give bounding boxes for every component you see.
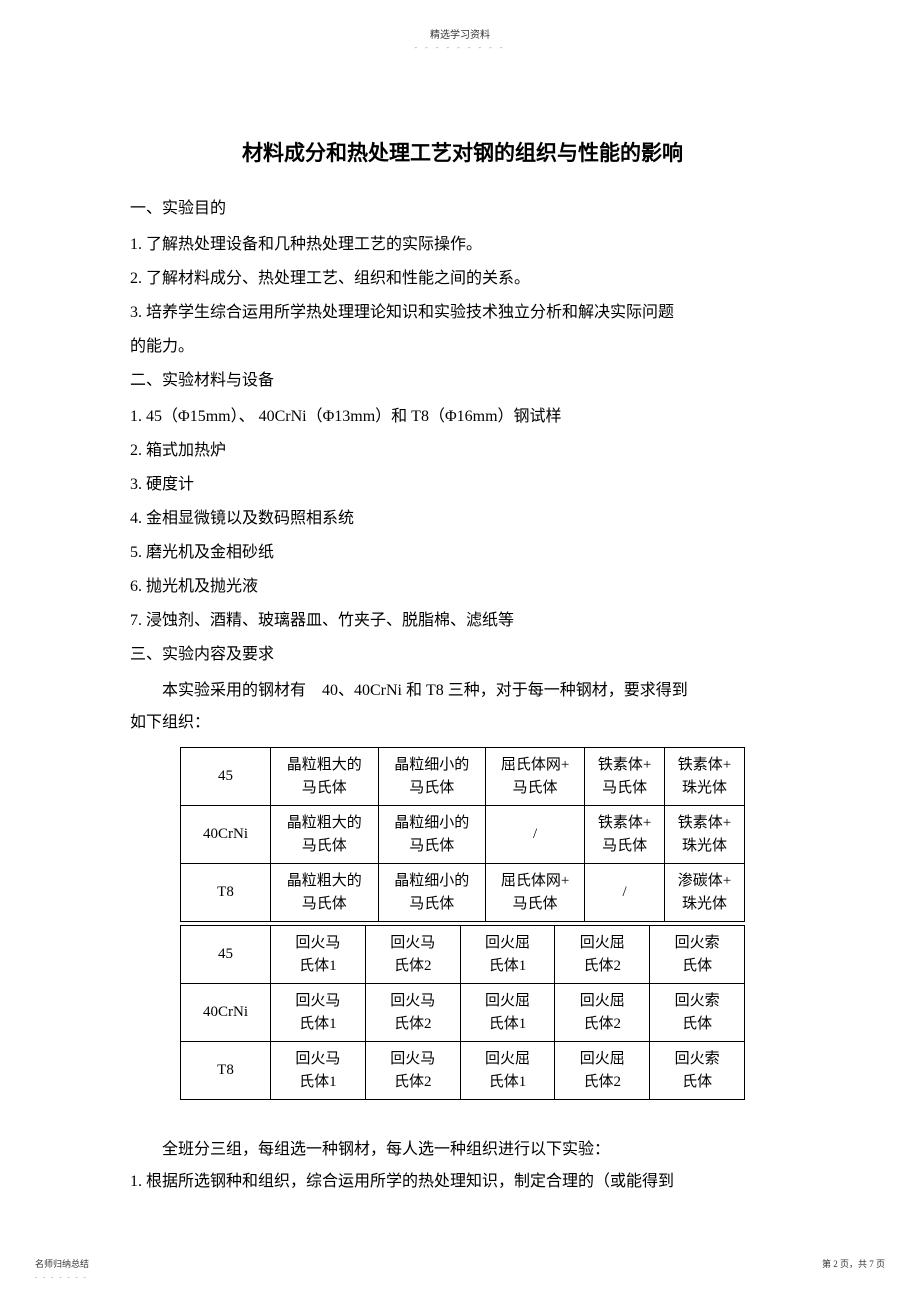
section2-p2: 2. 箱式加热炉	[130, 435, 795, 467]
cell-structure: 屈氏体网+马氏体	[486, 864, 585, 922]
cell-structure: 铁素体+马氏体	[585, 806, 665, 864]
cell-structure: 屈氏体网+马氏体	[486, 748, 585, 806]
cell-structure: 晶粒细小的马氏体	[378, 864, 486, 922]
header-decoration: - - - - - - - - -	[0, 43, 920, 52]
cell-structure: 回火屈氏体1	[460, 1042, 555, 1100]
cell-structure: 回火屈氏体2	[555, 1042, 650, 1100]
table-row: 45 晶粒粗大的马氏体 晶粒细小的马氏体 屈氏体网+马氏体 铁素体+马氏体 铁素…	[181, 748, 745, 806]
document-title: 材料成分和热处理工艺对钢的组织与性能的影响	[130, 137, 795, 167]
cell-structure: 回火马氏体1	[271, 984, 366, 1042]
cell-structure: 回火屈氏体1	[460, 926, 555, 984]
page-footer: 名师归纳总结 第 2 页，共 7 页	[0, 1257, 920, 1270]
cell-material: 40CrNi	[181, 984, 271, 1042]
cell-structure: 回火屈氏体2	[555, 926, 650, 984]
cell-structure: 回火索氏体	[650, 926, 745, 984]
table-microstructure-2: 45 回火马氏体1 回火马氏体2 回火屈氏体1 回火屈氏体2 回火索氏体 40C…	[180, 925, 745, 1100]
table-microstructure-1: 45 晶粒粗大的马氏体 晶粒细小的马氏体 屈氏体网+马氏体 铁素体+马氏体 铁素…	[180, 747, 745, 922]
section2-p4: 4. 金相显微镜以及数码照相系统	[130, 503, 795, 535]
header-text: 精选学习资料	[430, 30, 490, 41]
footer-right: 第 2 页，共 7 页	[822, 1257, 885, 1270]
section1-heading: 一、实验目的	[130, 193, 795, 225]
table-row: 40CrNi 晶粒粗大的马氏体 晶粒细小的马氏体 / 铁素体+马氏体 铁素体+珠…	[181, 806, 745, 864]
cell-structure: /	[585, 864, 665, 922]
section4-p2: 1. 根据所选钢种和组织，综合运用所学的热处理知识，制定合理的（或能得到	[130, 1166, 795, 1198]
cell-structure: 铁素体+珠光体	[665, 748, 745, 806]
section3-heading: 三、实验内容及要求	[130, 639, 795, 671]
cell-material: T8	[181, 1042, 271, 1100]
tables-container: 45 晶粒粗大的马氏体 晶粒细小的马氏体 屈氏体网+马氏体 铁素体+马氏体 铁素…	[180, 747, 745, 1100]
section4-p1: 全班分三组，每组选一种钢材，每人选一种组织进行以下实验：	[130, 1134, 795, 1166]
cell-structure: 晶粒粗大的马氏体	[271, 864, 379, 922]
section3-p1b: 如下组织：	[130, 707, 795, 739]
cell-structure: 回火屈氏体2	[555, 984, 650, 1042]
table-row: 45 回火马氏体1 回火马氏体2 回火屈氏体1 回火屈氏体2 回火索氏体	[181, 926, 745, 984]
section1-p2: 2. 了解材料成分、热处理工艺、组织和性能之间的关系。	[130, 263, 795, 295]
cell-material: 45	[181, 748, 271, 806]
cell-structure: 回火马氏体2	[365, 984, 460, 1042]
page-header: 精选学习资料	[0, 0, 920, 41]
section3-p1: 本实验采用的钢材有 40、40CrNi 和 T8 三种，对于每一种钢材，要求得到	[130, 675, 795, 707]
section1-p3: 3. 培养学生综合运用所学热处理理论知识和实验技术独立分析和解决实际问题	[130, 297, 795, 329]
content-area: 材料成分和热处理工艺对钢的组织与性能的影响 一、实验目的 1. 了解热处理设备和…	[0, 137, 920, 1198]
cell-structure: 回火马氏体1	[271, 1042, 366, 1100]
table-row: T8 晶粒粗大的马氏体 晶粒细小的马氏体 屈氏体网+马氏体 / 渗碳体+珠光体	[181, 864, 745, 922]
section2-p1: 1. 45（Φ15mm）、 40CrNi（Φ13mm）和 T8（Φ16mm）钢试…	[130, 401, 795, 433]
cell-material: 45	[181, 926, 271, 984]
table-row: 40CrNi 回火马氏体1 回火马氏体2 回火屈氏体1 回火屈氏体2 回火索氏体	[181, 984, 745, 1042]
section1-p3b: 的能力。	[130, 331, 795, 363]
section2-heading: 二、实验材料与设备	[130, 365, 795, 397]
cell-structure: 回火索氏体	[650, 1042, 745, 1100]
cell-material: T8	[181, 864, 271, 922]
table-row: T8 回火马氏体1 回火马氏体2 回火屈氏体1 回火屈氏体2 回火索氏体	[181, 1042, 745, 1100]
footer-left: 名师归纳总结	[35, 1257, 89, 1270]
section1-p1: 1. 了解热处理设备和几种热处理工艺的实际操作。	[130, 229, 795, 261]
cell-structure: 回火马氏体2	[365, 926, 460, 984]
cell-structure: 铁素体+马氏体	[585, 748, 665, 806]
section2-p7: 7. 浸蚀剂、酒精、玻璃器皿、竹夹子、脱脂棉、滤纸等	[130, 605, 795, 637]
cell-structure: 晶粒细小的马氏体	[378, 748, 486, 806]
cell-structure: 回火马氏体2	[365, 1042, 460, 1100]
cell-structure: 回火马氏体1	[271, 926, 366, 984]
section2-p3: 3. 硬度计	[130, 469, 795, 501]
cell-material: 40CrNi	[181, 806, 271, 864]
section2-p6: 6. 抛光机及抛光液	[130, 571, 795, 603]
cell-structure: /	[486, 806, 585, 864]
cell-structure: 回火屈氏体1	[460, 984, 555, 1042]
cell-structure: 晶粒细小的马氏体	[378, 806, 486, 864]
cell-structure: 晶粒粗大的马氏体	[271, 748, 379, 806]
cell-structure: 晶粒粗大的马氏体	[271, 806, 379, 864]
cell-structure: 渗碳体+珠光体	[665, 864, 745, 922]
footer-decoration: - - - - - - -	[35, 1273, 88, 1281]
section2-p5: 5. 磨光机及金相砂纸	[130, 537, 795, 569]
cell-structure: 回火索氏体	[650, 984, 745, 1042]
cell-structure: 铁素体+珠光体	[665, 806, 745, 864]
